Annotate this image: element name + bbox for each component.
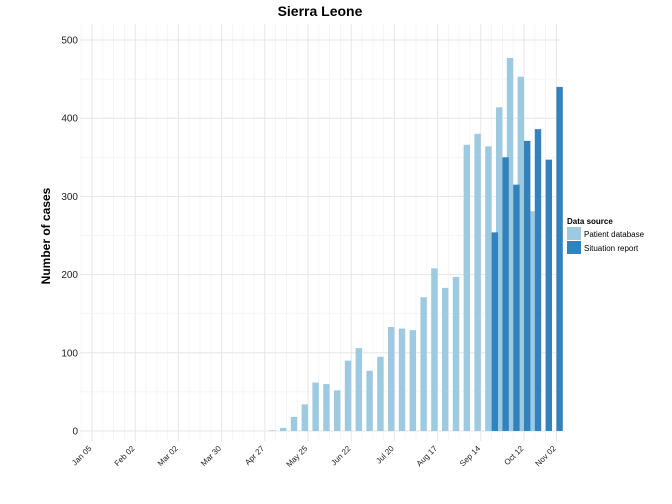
- legend-title: Data source: [567, 217, 613, 226]
- bar: [463, 144, 470, 431]
- x-tick-label: Jul 20: [374, 444, 396, 466]
- legend-label-patient-database: Patient database: [584, 230, 645, 239]
- chart-title: Sierra Leone: [278, 3, 363, 19]
- bar: [452, 276, 460, 431]
- x-tick-label: Apr 27: [243, 444, 266, 467]
- legend-swatch-situation-report: [567, 241, 581, 254]
- bar: [431, 268, 438, 431]
- x-axis-ticks: Jan 05 Feb 02 Mar 02 Mar 30 Apr 27 May 25 Jun …: [70, 444, 558, 469]
- bar: [301, 404, 308, 431]
- bar: [377, 356, 384, 431]
- bar: [513, 184, 520, 431]
- y-tick-label: 200: [61, 270, 78, 281]
- bar: [388, 326, 395, 431]
- x-tick-label: Mar 30: [199, 444, 223, 468]
- bar: [398, 328, 406, 431]
- x-tick-label: Jun 22: [329, 444, 353, 468]
- bar: [528, 211, 535, 431]
- y-tick-label: 300: [61, 192, 78, 203]
- bar: [485, 146, 492, 432]
- x-tick-label: Sep 14: [458, 444, 483, 469]
- y-tick-label: 500: [61, 36, 78, 47]
- bar: [506, 57, 514, 432]
- bar: [344, 360, 352, 431]
- x-tick-label: Oct 12: [502, 444, 525, 467]
- bar: [312, 382, 319, 431]
- x-tick-label: Mar 02: [156, 444, 180, 468]
- bar: [491, 232, 498, 431]
- y-axis-label: Number of cases: [39, 187, 53, 284]
- bar: [534, 129, 542, 431]
- x-tick-label: May 25: [284, 444, 309, 469]
- bars: [269, 57, 563, 432]
- bar: [334, 390, 341, 431]
- bar: [366, 370, 373, 431]
- bar: [442, 287, 449, 431]
- bar: [409, 330, 416, 431]
- legend: Data source Patient database Situation r…: [567, 217, 645, 254]
- bar: [355, 348, 362, 431]
- x-tick-label: Nov 02: [534, 444, 559, 469]
- bar: [290, 416, 298, 431]
- bar: [269, 430, 276, 431]
- bar: [420, 297, 427, 431]
- bar: [517, 76, 524, 431]
- y-axis-ticks: 0 100 200 300 400 500: [61, 36, 78, 438]
- bar: [323, 384, 330, 431]
- bar: [496, 107, 503, 431]
- bar: [502, 157, 509, 432]
- legend-swatch-patient-database: [567, 227, 581, 240]
- y-tick-label: 100: [61, 348, 78, 359]
- x-tick-label: Feb 02: [113, 444, 137, 468]
- bar: [545, 159, 552, 431]
- bar: [280, 427, 287, 431]
- legend-label-situation-report: Situation report: [584, 244, 639, 253]
- x-tick-label: Aug 17: [415, 444, 440, 469]
- y-tick-label: 0: [72, 427, 78, 438]
- x-tick-label: Jan 05: [70, 444, 94, 468]
- bar: [474, 133, 481, 431]
- bar: [556, 86, 563, 432]
- y-tick-label: 400: [61, 114, 78, 125]
- bar: [524, 140, 531, 432]
